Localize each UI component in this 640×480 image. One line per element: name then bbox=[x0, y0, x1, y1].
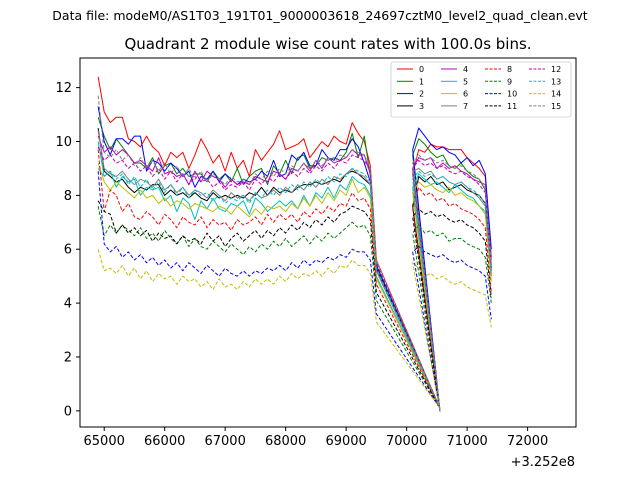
legend-label-12: 12 bbox=[551, 65, 561, 74]
x-offset-text: +3.252e8 bbox=[511, 455, 575, 470]
legend-box bbox=[390, 61, 572, 118]
x-tick-label: 66000 bbox=[144, 434, 185, 449]
series-line-9 bbox=[97, 206, 492, 412]
series-line-14 bbox=[97, 249, 492, 412]
series-line-5 bbox=[97, 141, 492, 412]
x-tick-label: 67000 bbox=[204, 434, 245, 449]
x-tick-label: 70000 bbox=[386, 434, 427, 449]
series-line-10 bbox=[97, 171, 492, 412]
legend-label-1: 1 bbox=[419, 77, 424, 86]
series-line-11 bbox=[97, 200, 492, 412]
legend-label-0: 0 bbox=[419, 65, 424, 74]
y-tick-label: 4 bbox=[64, 297, 72, 312]
y-tick-label: 12 bbox=[55, 81, 72, 96]
legend-label-15: 15 bbox=[551, 102, 561, 111]
legend-label-2: 2 bbox=[419, 90, 424, 99]
series-line-0 bbox=[97, 76, 492, 412]
x-tick-label: 69000 bbox=[325, 434, 366, 449]
series-line-6 bbox=[97, 162, 492, 412]
legend-label-14: 14 bbox=[551, 90, 561, 99]
x-tick-label: 71000 bbox=[446, 434, 487, 449]
legend-label-6: 6 bbox=[463, 90, 468, 99]
axes-layer: 65000 66000 67000 68000 69000 70000 71000 72000… bbox=[55, 57, 577, 449]
x-tick-label: 72000 bbox=[507, 434, 548, 449]
legend-label-10: 10 bbox=[507, 90, 517, 99]
legend-label-11: 11 bbox=[507, 102, 517, 111]
series-line-12 bbox=[97, 146, 492, 412]
legend-label-5: 5 bbox=[463, 77, 468, 86]
series-layer bbox=[97, 76, 492, 412]
y-tick-label: 0 bbox=[64, 404, 72, 419]
chart-title: Quadrant 2 module wise count rates with … bbox=[124, 35, 531, 53]
legend-label-4: 4 bbox=[463, 65, 468, 74]
legend-label-9: 9 bbox=[507, 77, 512, 86]
legend-label-3: 3 bbox=[419, 102, 424, 111]
series-line-3 bbox=[97, 127, 492, 412]
x-tick-label: 68000 bbox=[265, 434, 306, 449]
series-line-15 bbox=[97, 95, 492, 412]
series-line-7 bbox=[97, 130, 492, 412]
data-file-label: Data file: modeM0/AS1T03_191T01_90000036… bbox=[52, 8, 587, 23]
legend-label-7: 7 bbox=[463, 102, 468, 111]
series-line-13 bbox=[97, 167, 492, 412]
y-tick-label: 6 bbox=[64, 243, 72, 258]
series-line-8 bbox=[97, 149, 492, 412]
y-tick-label: 8 bbox=[64, 189, 72, 204]
legend-label-8: 8 bbox=[507, 65, 512, 74]
legend-label-13: 13 bbox=[551, 77, 561, 86]
y-tick-label: 10 bbox=[55, 135, 72, 150]
x-tick-label: 65000 bbox=[84, 434, 125, 449]
y-tick-label: 2 bbox=[64, 350, 72, 365]
axes-frame bbox=[79, 57, 577, 428]
